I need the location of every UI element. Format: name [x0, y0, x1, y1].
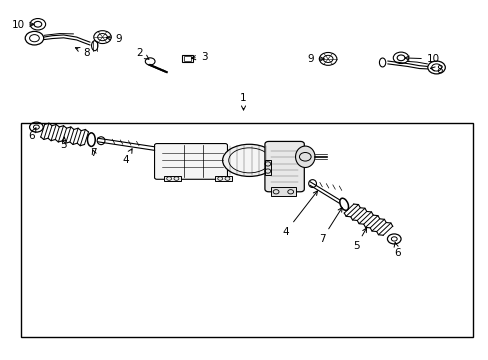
Text: 4: 4: [122, 149, 132, 165]
Bar: [182, 55, 193, 63]
Bar: [271, 187, 295, 196]
Bar: [164, 176, 181, 181]
Text: 8: 8: [429, 65, 442, 75]
Text: 5: 5: [352, 228, 366, 251]
Ellipse shape: [295, 146, 314, 167]
Bar: [21, 123, 472, 337]
Text: 3: 3: [191, 52, 207, 62]
Text: 6: 6: [393, 243, 400, 258]
Text: 7: 7: [90, 148, 97, 158]
Text: 5: 5: [60, 137, 67, 150]
FancyBboxPatch shape: [154, 144, 227, 179]
Ellipse shape: [228, 148, 269, 173]
Text: 4: 4: [282, 191, 317, 237]
Bar: [265, 160, 271, 175]
Text: 9: 9: [106, 34, 122, 44]
Text: 7: 7: [318, 208, 342, 244]
Text: 10: 10: [404, 54, 439, 64]
Text: 1: 1: [240, 93, 246, 110]
Text: 6: 6: [28, 128, 36, 141]
Bar: [215, 176, 232, 181]
Text: 9: 9: [306, 54, 324, 64]
FancyBboxPatch shape: [264, 141, 304, 192]
Ellipse shape: [222, 144, 276, 176]
Text: 10: 10: [12, 19, 34, 30]
Bar: [184, 56, 191, 61]
Text: 2: 2: [136, 48, 149, 59]
Text: 8: 8: [75, 48, 90, 58]
